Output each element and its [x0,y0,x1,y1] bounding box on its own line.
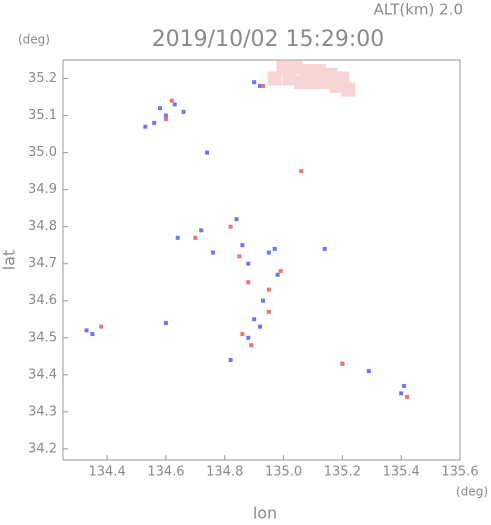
x-tick-label: 134.6 [147,465,184,480]
radar-echo [175,235,180,240]
radar-echo [399,391,404,396]
radar-echo [143,124,148,129]
radar-echo [152,120,157,125]
radar-echo [240,332,245,337]
radar-echo [193,235,198,240]
radar-echo [300,64,315,79]
radar-echo [163,320,168,325]
x-tick-label: 135.4 [383,465,420,480]
x-tick-label: 135.2 [324,465,361,480]
x-tick-label: 134.4 [89,465,126,480]
radar-echo [252,80,257,85]
radar-echo [84,328,89,333]
radar-echo [294,75,309,90]
radar-echo [405,395,410,400]
radar-echo [252,317,257,322]
y-tick-label: 34.3 [28,404,57,419]
radar-echo [322,246,327,251]
radar-echo [234,217,239,222]
radar-echo [163,113,168,118]
radar-echo [329,78,344,93]
radar-echo [240,243,245,248]
radar-echo [249,343,254,348]
radar-echo [266,309,271,314]
x-axis-label: lon [253,504,277,522]
y-tick-label: 34.7 [28,256,57,271]
y-tick-label: 34.2 [28,441,57,456]
radar-echo [266,250,271,255]
y-tick-label: 34.4 [28,367,57,382]
radar-echo [305,75,320,90]
radar-echo [205,150,210,155]
radar-echo [260,83,265,88]
radar-echo [311,64,326,79]
radar-echo [228,224,233,229]
y-tick-label: 34.6 [28,293,57,308]
x-tick-label: 134.8 [206,465,243,480]
radar-echo [340,361,345,366]
x-unit: (deg) [456,485,488,499]
radar-echo [278,269,283,274]
plot-frame [62,59,461,461]
radar-echo [275,272,280,277]
y-tick-label: 35.0 [28,145,57,160]
radar-echo [366,369,371,374]
y-unit: (deg) [18,33,50,47]
radar-echo [172,102,177,107]
radar-echo [402,383,407,388]
x-tick-label: 135.0 [265,465,302,480]
radar-echo [317,75,332,90]
radar-echo [260,298,265,303]
x-tick-label: 135.6 [441,465,478,480]
radar-echo [266,287,271,292]
radar-echo [288,60,303,75]
y-tick-label: 35.2 [28,71,57,86]
radar-echo [237,254,242,259]
radar-echo [158,106,163,111]
radar-echo [282,71,297,86]
altitude-label: ALT(km) 2.0 [374,1,463,19]
radar-echo [246,280,251,285]
y-tick-label: 34.5 [28,330,57,345]
radar-echo [341,82,356,97]
chart-title: 2019/10/02 15:29:00 [152,27,385,52]
radar-echo [267,71,282,86]
radar-echo [246,335,251,340]
radar-echo [299,169,304,174]
y-axis-label: lat [0,250,19,271]
radar-echo [90,332,95,337]
radar-echo [199,228,204,233]
radar-echo [99,324,104,329]
radar-echo [272,246,277,251]
y-tick-label: 34.9 [28,182,57,197]
radar-echo [169,98,174,103]
radar-echo [228,358,233,362]
y-tick-label: 34.8 [28,219,57,234]
radar-echo [276,60,291,75]
y-tick-label: 35.1 [28,108,57,123]
radar-echo [258,83,263,88]
radar-echo [181,109,186,114]
radar-echo [163,117,168,122]
radar-echo [258,324,263,329]
radar-echo [246,261,251,266]
radar-echo [210,250,215,255]
